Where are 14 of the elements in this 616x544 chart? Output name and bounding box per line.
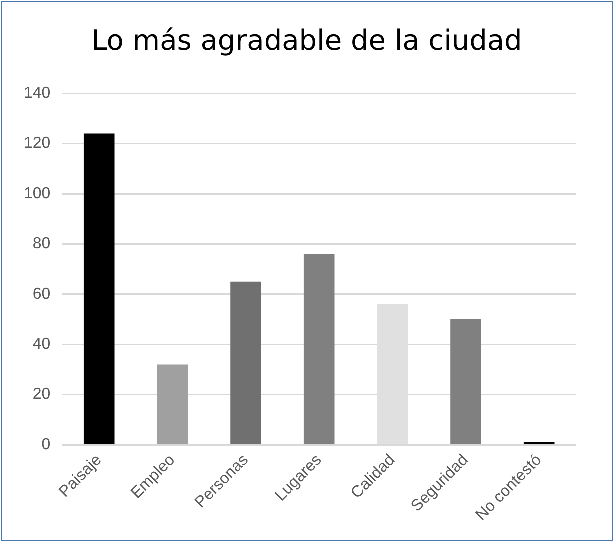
y-tick-label: 0 — [42, 436, 51, 454]
y-tick-label: 100 — [24, 185, 51, 202]
y-tick-label: 60 — [32, 286, 51, 303]
y-tick-label: 40 — [32, 336, 51, 354]
y-tick-label: 80 — [32, 236, 51, 253]
bar — [450, 320, 482, 444]
y-tick-label: 20 — [32, 386, 51, 404]
bar — [304, 254, 335, 444]
bar — [157, 364, 188, 444]
chart-title: Lo más agradable de la ciudad — [90, 24, 524, 57]
y-tick-label: 140 — [24, 85, 51, 102]
bar — [84, 134, 115, 444]
bar — [230, 282, 262, 444]
y-tick-label: 120 — [24, 135, 51, 152]
